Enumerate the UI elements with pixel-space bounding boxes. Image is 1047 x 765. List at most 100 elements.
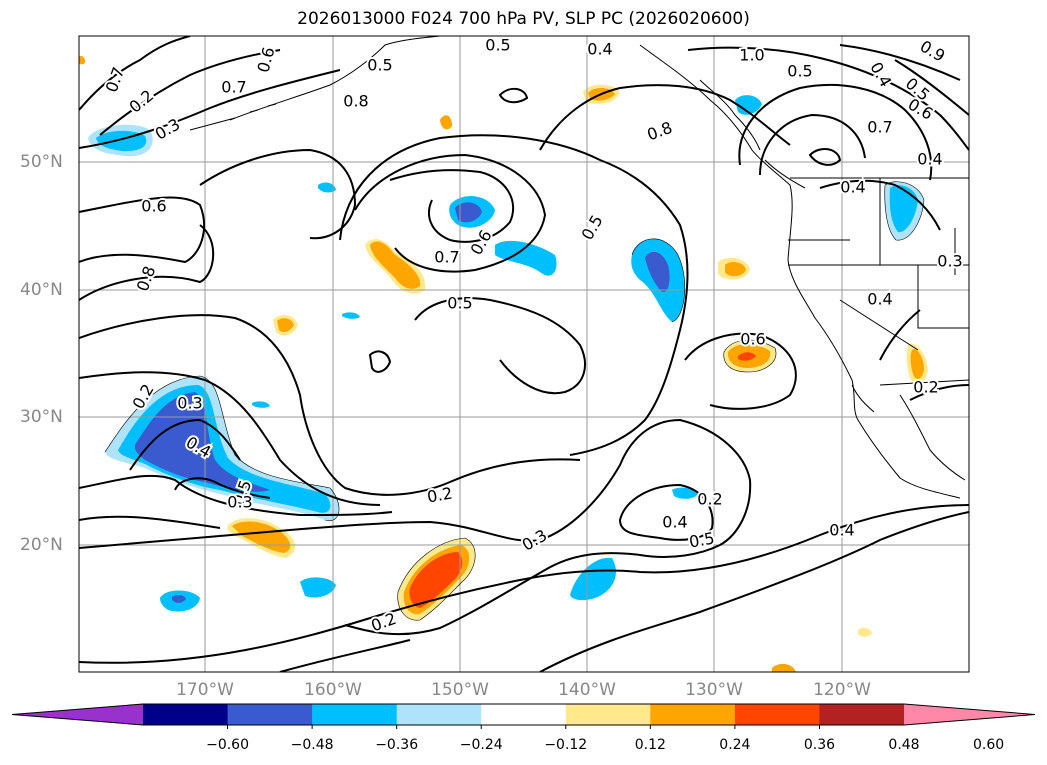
pv-negative-area bbox=[455, 202, 482, 223]
pv-positive-area bbox=[409, 552, 463, 608]
contour-line bbox=[129, 418, 241, 471]
contour-line bbox=[498, 87, 529, 104]
pv-negative-area bbox=[672, 487, 698, 499]
colorbar-bin bbox=[227, 704, 313, 725]
longitude-label: 130°W bbox=[685, 680, 743, 700]
colorbar bbox=[11, 703, 1036, 729]
colorbar-bin bbox=[143, 704, 229, 725]
contour-line bbox=[738, 83, 933, 181]
contour-label: 0.2 bbox=[697, 490, 722, 509]
colorbar-extend-max bbox=[904, 704, 1035, 725]
pv-positive-area bbox=[772, 663, 796, 672]
map-background bbox=[79, 36, 969, 672]
pv-positive-area bbox=[440, 115, 452, 130]
colorbar-bin bbox=[650, 704, 736, 725]
longitude-label: 160°W bbox=[304, 680, 362, 700]
pv-negative-area bbox=[172, 594, 186, 603]
pv-negative-area bbox=[300, 577, 336, 598]
canada-islands bbox=[699, 79, 806, 189]
contour-line bbox=[389, 169, 515, 243]
colorbar-tick-label: −0.24 bbox=[459, 737, 503, 753]
aleutian-islands bbox=[189, 103, 277, 131]
contour-line bbox=[79, 224, 215, 301]
contour-line bbox=[79, 371, 381, 506]
colorbar-tick-label: −0.12 bbox=[544, 737, 588, 753]
contour-label: 0.4 bbox=[917, 150, 942, 169]
colorbar-bin bbox=[312, 704, 398, 725]
contour-line bbox=[354, 153, 547, 273]
contour-label: 0.4 bbox=[840, 178, 865, 197]
contour-label: 0.5 bbox=[367, 56, 392, 75]
colorbar-tick-label: −0.60 bbox=[206, 737, 249, 753]
contour-label: 0.5 bbox=[485, 36, 510, 55]
colorbar-bin bbox=[565, 704, 651, 725]
contour-label: 0.6 bbox=[740, 330, 765, 349]
latitude-label: 20°N bbox=[20, 535, 63, 555]
latitude-label: 50°N bbox=[20, 152, 63, 172]
pv-positive-area bbox=[277, 318, 294, 333]
pv-negative-area bbox=[495, 240, 557, 276]
contour-line bbox=[368, 350, 392, 373]
contour-line bbox=[79, 314, 581, 496]
map-frame bbox=[78, 35, 970, 673]
colorbar-bin bbox=[819, 704, 905, 725]
colorbar-tick-label: −0.48 bbox=[290, 737, 334, 753]
longitude-label: 140°W bbox=[558, 680, 616, 700]
contour-line bbox=[79, 515, 221, 529]
pv-positive-area bbox=[370, 241, 421, 289]
pv-shading bbox=[79, 55, 928, 672]
longitude-label: 120°W bbox=[813, 680, 871, 700]
pv-positive-area bbox=[738, 352, 756, 361]
map-gridlines bbox=[79, 36, 969, 672]
contour-label: 0.7 bbox=[867, 118, 892, 137]
contour-line bbox=[839, 44, 961, 81]
pv-negative-area bbox=[735, 95, 762, 115]
contour-line bbox=[174, 477, 271, 499]
north-america-coastline bbox=[639, 44, 961, 499]
pv-negative-area bbox=[252, 401, 270, 408]
contour-line bbox=[687, 46, 969, 151]
pv-outline-contours bbox=[104, 181, 925, 621]
contour-line bbox=[819, 179, 941, 231]
contour-line bbox=[539, 511, 969, 672]
colorbar-tick-label: 0.24 bbox=[719, 737, 751, 753]
colorbar-tick-label: 0.60 bbox=[972, 737, 1005, 753]
contour-label: 0.5 bbox=[447, 294, 472, 313]
colorbar-bin bbox=[734, 704, 820, 725]
colorbar-outline bbox=[11, 703, 1036, 726]
contour-line bbox=[894, 59, 969, 116]
contour-line bbox=[539, 84, 791, 151]
latitude-label: 40°N bbox=[20, 280, 63, 300]
contour-label: 1.0 bbox=[739, 46, 764, 65]
coastlines bbox=[189, 36, 969, 499]
longitude-label: 170°W bbox=[176, 680, 234, 700]
longitude-label: 150°W bbox=[431, 680, 489, 700]
contour-line bbox=[339, 134, 689, 456]
contour-label: 0.3 bbox=[937, 252, 962, 271]
pv-positive-area bbox=[79, 55, 86, 65]
pv-negative-area bbox=[889, 185, 918, 233]
colorbar-tick-label: −0.36 bbox=[375, 737, 419, 753]
contour-label: 0.6 bbox=[141, 197, 166, 216]
contour-label: 0.4 bbox=[662, 513, 687, 532]
colorbar-tick-label: 0.36 bbox=[803, 737, 836, 753]
contour-label: 0.3 bbox=[227, 493, 252, 512]
contour-label: 0.8 bbox=[343, 92, 368, 111]
contour-label: 0.5 bbox=[787, 62, 812, 81]
pv-negative-area bbox=[570, 557, 616, 601]
contour-line bbox=[684, 332, 797, 410]
contour-line bbox=[99, 49, 281, 136]
contour-line bbox=[279, 639, 411, 672]
contour-label: 0.4 bbox=[587, 40, 612, 59]
pv-negative-area bbox=[342, 312, 360, 319]
colorbar-tick-label: 0.12 bbox=[634, 737, 666, 753]
pv-negative-area bbox=[645, 251, 670, 292]
contour-line bbox=[79, 196, 205, 264]
slp-contours bbox=[79, 36, 969, 672]
contour-label: 0.4 bbox=[829, 521, 854, 540]
colorbar-bin bbox=[481, 704, 567, 725]
colorbar-extend-min bbox=[12, 704, 143, 725]
contour-line bbox=[79, 504, 969, 664]
contour-label: 0.2 bbox=[913, 378, 938, 397]
